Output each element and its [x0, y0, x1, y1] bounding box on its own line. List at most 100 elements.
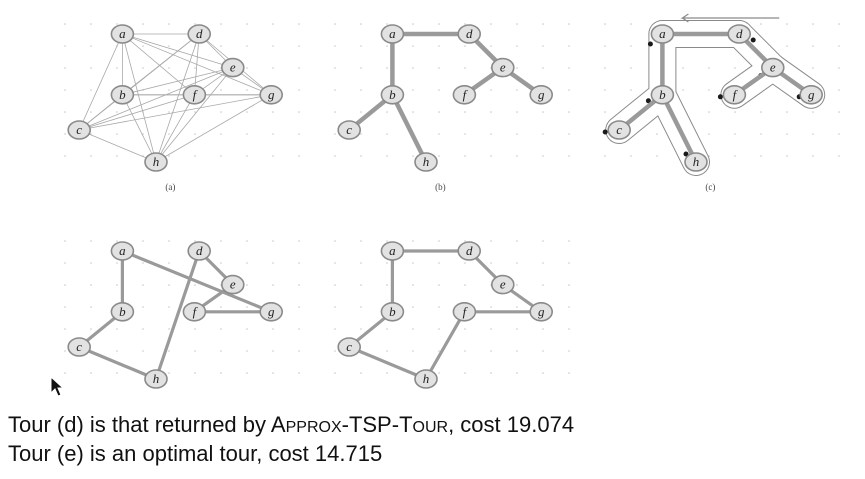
node-label-g: g: [268, 87, 275, 102]
node-label-d: d: [736, 26, 743, 41]
node-label-a: a: [389, 26, 396, 41]
node-label-e: e: [230, 277, 236, 292]
node-d: [457, 24, 482, 44]
node-label-d: d: [466, 26, 473, 41]
node-e: [221, 274, 245, 295]
node-label-f: f: [733, 87, 739, 102]
algorithm-name-part: -: [341, 412, 349, 437]
tsp-diagram: a b c d e f g h (a) a b c d e f g h (b) a b c d e f g h (c) a b c d e f g…: [64, 13, 840, 400]
panel-caption: (d): [165, 399, 176, 400]
edge-c-d: [78, 33, 200, 131]
node-label-h: h: [693, 154, 700, 169]
node-label-e: e: [500, 60, 506, 75]
edge-b-h: [122, 94, 157, 163]
node-d: [457, 241, 482, 261]
panel-d: a b c d e f g h (d): [64, 240, 300, 400]
node-a: [650, 24, 675, 44]
algorithm-name: APPROX-TSP-TOUR: [271, 412, 448, 437]
edge-f-h: [155, 94, 195, 163]
walk-dot: [717, 94, 723, 100]
node-h: [684, 152, 708, 172]
edge-c-h: [77, 345, 158, 381]
node-f: [182, 301, 207, 322]
edge-c-e: [78, 67, 234, 131]
panel-grid: [334, 240, 570, 374]
node-e: [490, 274, 515, 295]
panel-b: a b c d e f g h (b): [334, 23, 570, 192]
node-a: [110, 241, 135, 261]
node-label-a: a: [119, 26, 126, 41]
node-c: [607, 120, 632, 140]
node-label-f: f: [193, 304, 199, 319]
node-d: [727, 24, 752, 44]
node-label-b: b: [659, 87, 666, 102]
edge-g-h: [155, 94, 272, 163]
caption-line-1-prefix: Tour (d) is that returned by: [8, 412, 271, 437]
node-label-b: b: [119, 304, 126, 319]
edge-d-h: [155, 33, 200, 163]
node-label-g: g: [538, 87, 545, 102]
node-f: [452, 301, 477, 322]
node-label-c: c: [76, 339, 82, 354]
node-h: [414, 369, 438, 389]
panel-caption: (e): [435, 399, 445, 400]
node-e: [760, 57, 785, 78]
edge-b-e: [122, 67, 234, 96]
panel-a: a b c d e f g h (a): [64, 23, 300, 192]
edge-c-g: [78, 94, 272, 131]
edge-h-d: [154, 249, 201, 381]
edge-a-c: [78, 33, 123, 131]
caption-line-2: Tour (e) is an optimal tour, cost 14.715: [8, 441, 383, 466]
edge-c-f: [78, 94, 195, 131]
node-b: [380, 301, 405, 322]
node-label-g: g: [808, 87, 815, 102]
node-label-c: c: [76, 122, 82, 137]
algorithm-name-part: A: [270, 412, 286, 437]
node-label-f: f: [463, 87, 469, 102]
node-g: [529, 301, 554, 322]
edge-d-f: [193, 33, 200, 96]
walk-arrow: [680, 13, 780, 23]
node-label-e: e: [500, 277, 506, 292]
caption-line-1-suffix: , cost 19.074: [448, 412, 575, 437]
walk-dot: [602, 129, 608, 135]
node-label-b: b: [119, 87, 126, 102]
node-g: [259, 301, 284, 322]
node-g: [259, 85, 284, 105]
node-b: [650, 85, 675, 105]
node-d: [187, 241, 211, 261]
edge-e-h: [155, 67, 234, 163]
node-b: [380, 85, 405, 105]
walk-dot: [683, 151, 689, 157]
node-f: [722, 85, 747, 105]
panel-grid: [334, 23, 570, 157]
node-label-d: d: [466, 243, 473, 258]
node-label-h: h: [423, 154, 430, 169]
node-a: [110, 24, 135, 44]
algorithm-name-part: TSP: [348, 412, 392, 437]
node-a: [380, 241, 405, 261]
node-label-d: d: [196, 243, 203, 258]
node-c: [337, 120, 362, 140]
node-label-f: f: [463, 304, 469, 319]
node-label-h: h: [423, 371, 430, 386]
node-h: [144, 152, 168, 172]
node-f: [182, 85, 207, 105]
node-a: [380, 24, 405, 44]
walk-dot: [647, 41, 653, 47]
panel-caption: (a): [165, 182, 175, 192]
edge-b-h: [390, 92, 429, 165]
node-label-h: h: [153, 371, 160, 386]
node-e: [221, 57, 245, 78]
edge-f-h: [424, 310, 466, 381]
node-h: [144, 369, 168, 389]
node-label-a: a: [389, 243, 396, 258]
node-label-d: d: [196, 26, 203, 41]
node-b: [110, 301, 135, 322]
edge-b-h: [660, 92, 699, 165]
node-label-g: g: [538, 304, 545, 319]
edge-h-c: [347, 345, 428, 381]
node-label-e: e: [770, 60, 776, 75]
node-label-g: g: [268, 304, 275, 319]
panel-c: a b c d e f g h (c): [602, 13, 840, 192]
